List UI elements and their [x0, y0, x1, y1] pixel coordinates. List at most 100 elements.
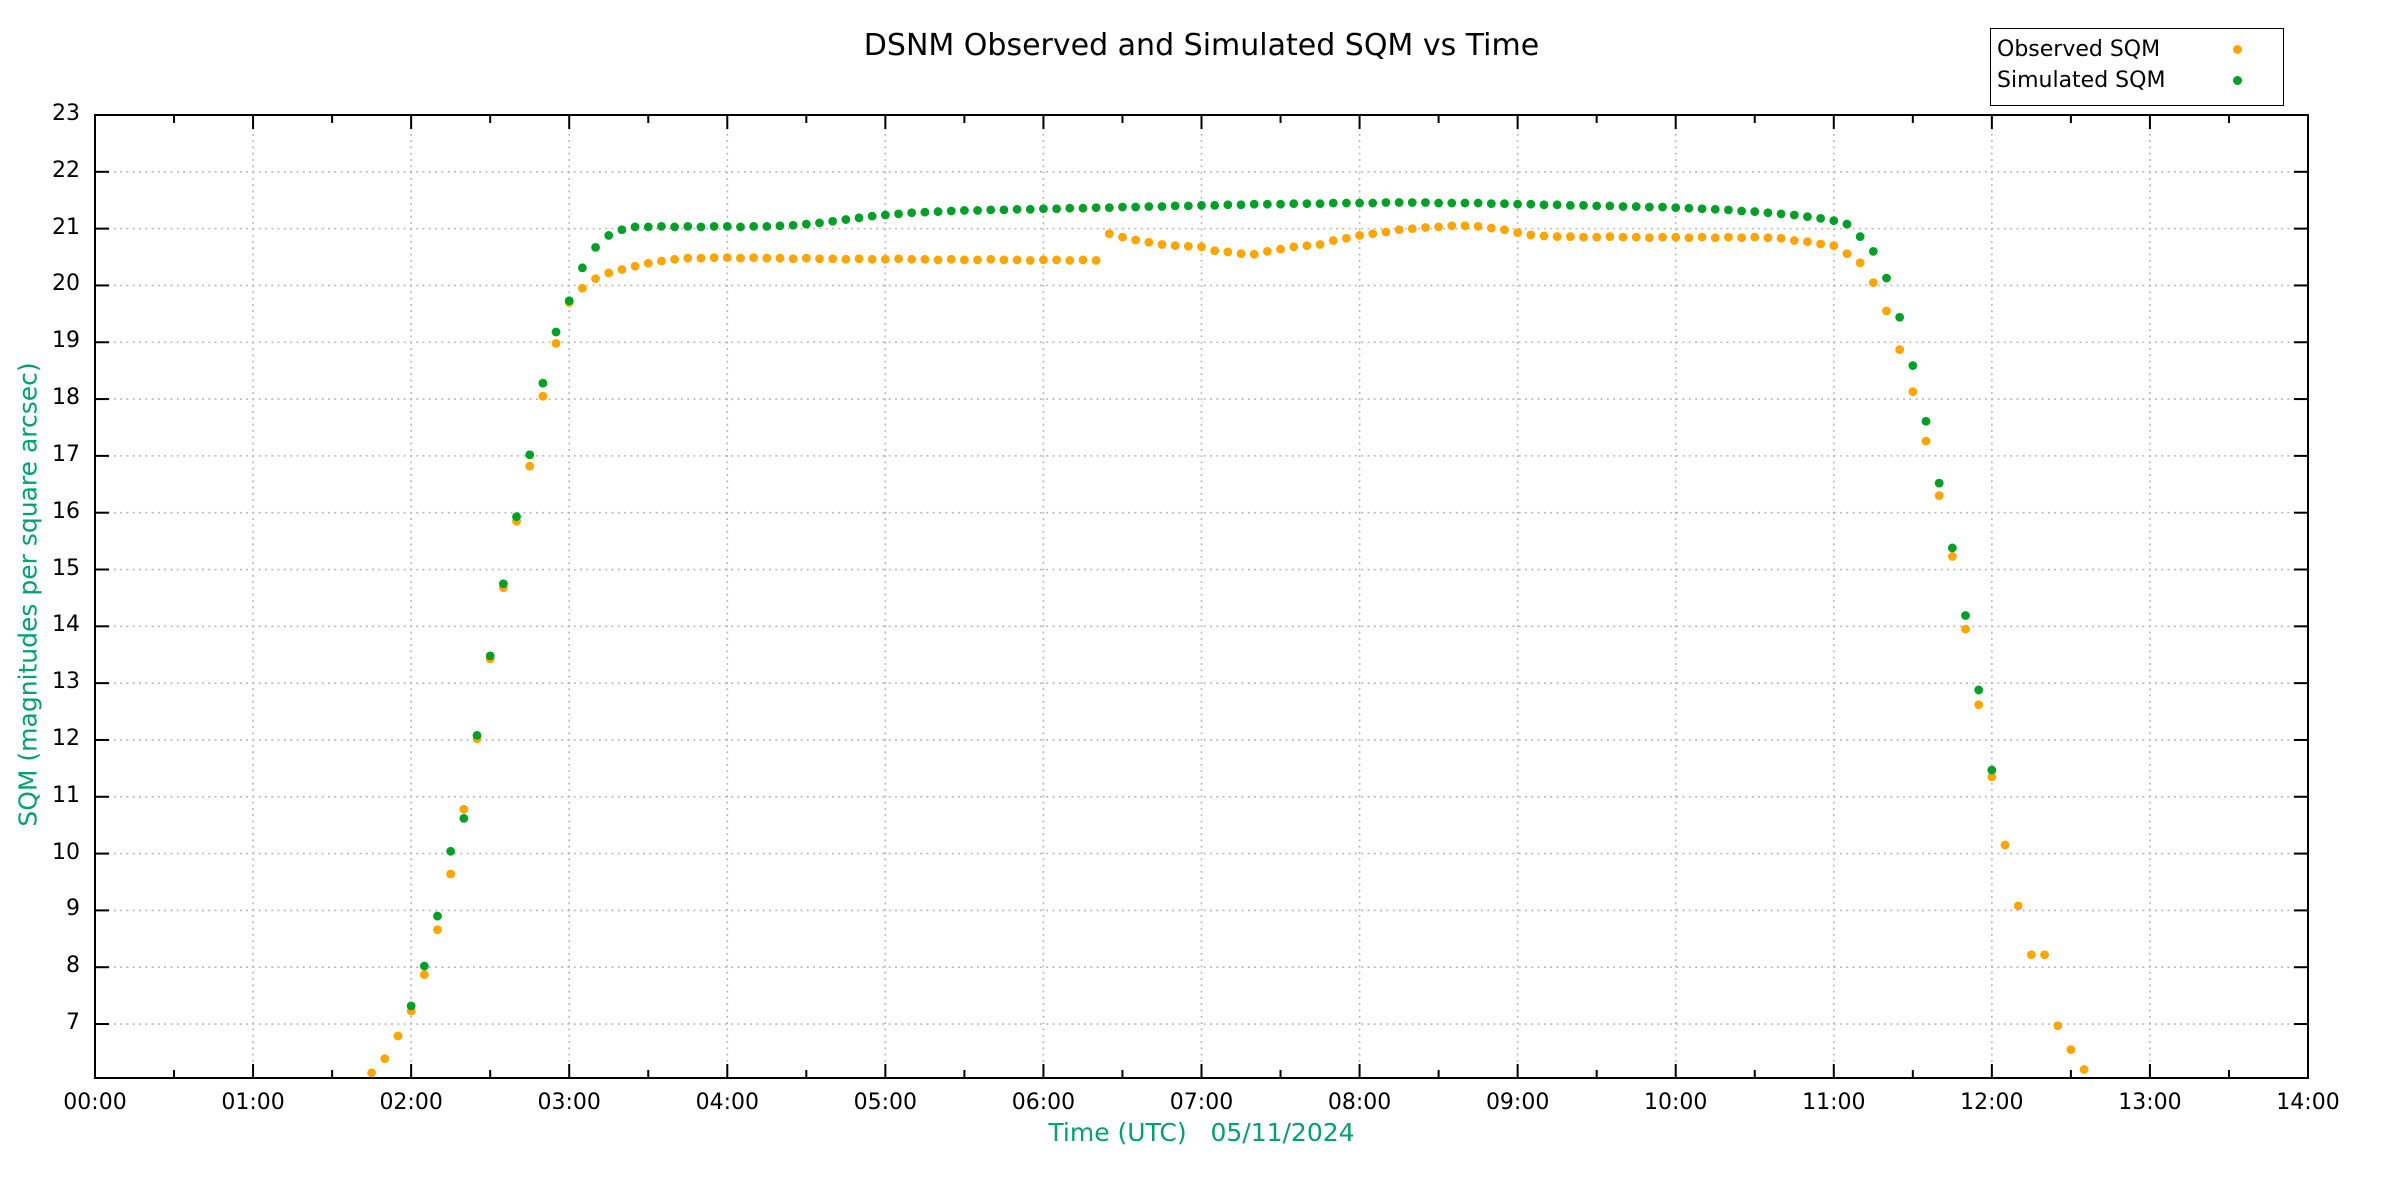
observed-point: [907, 254, 917, 264]
observed-point: [1552, 232, 1562, 241]
x-tick-label: 14:00: [2276, 1090, 2340, 1115]
simulated-point: [1355, 198, 1364, 208]
simulated-point: [1091, 203, 1101, 213]
simulated-point: [1803, 212, 1812, 222]
observed-point: [1065, 256, 1075, 265]
observed-point: [1908, 387, 1918, 397]
simulated-point: [1104, 203, 1114, 213]
simulated-point: [1197, 200, 1206, 210]
y-tick-label: 18: [52, 385, 80, 411]
simulated-point: [1895, 312, 1905, 322]
chart-title: DSNM Observed and Simulated SQM vs Time: [863, 28, 1540, 63]
observed-point: [1052, 255, 1062, 265]
simulated-point: [854, 213, 864, 223]
simulated-point: [1684, 203, 1694, 213]
simulated-point: [801, 219, 811, 229]
x-tick-label: 11:00: [1802, 1090, 1866, 1115]
simulated-point: [630, 222, 640, 232]
observed-point: [670, 254, 679, 264]
x-tick-label: 07:00: [1169, 1090, 1234, 1115]
observed-point: [1223, 247, 1233, 257]
observed-point: [1302, 241, 1312, 251]
observed-point: [841, 254, 851, 264]
observed-point: [446, 869, 456, 879]
simulated-point: [446, 846, 456, 856]
observed-point: [1750, 232, 1760, 242]
simulated-point: [538, 378, 548, 388]
simulated-point: [1183, 201, 1193, 211]
observed-point: [1724, 232, 1733, 242]
observed-point: [1407, 224, 1417, 234]
simulated-point: [1025, 204, 1035, 214]
observed-point: [959, 255, 969, 265]
observed-point: [1697, 232, 1707, 242]
x-tick-label: 00:00: [63, 1090, 127, 1115]
simulated-point: [577, 263, 587, 273]
observed-point: [986, 254, 996, 264]
observed-point: [2066, 1045, 2076, 1054]
observed-point: [1025, 256, 1035, 265]
observed-point: [1394, 225, 1404, 235]
observed-point: [1157, 240, 1167, 249]
simulated-point: [1592, 201, 1602, 211]
observed-point: [1644, 233, 1654, 243]
simulated-point: [709, 221, 719, 231]
legend-label-simulated: Simulated SQM: [1997, 68, 2166, 93]
simulated-point: [1065, 203, 1075, 213]
simulated-point: [1012, 204, 1022, 214]
simulated-point: [1236, 200, 1246, 210]
observed-point: [683, 253, 693, 263]
observed-point: [630, 261, 640, 271]
simulated-point: [419, 961, 429, 971]
observed-point: [788, 254, 798, 264]
observed-point: [1460, 221, 1470, 231]
simulated-point: [907, 208, 917, 218]
observed-point: [1289, 242, 1299, 252]
observed-point: [1315, 240, 1325, 249]
y-tick-label: 23: [52, 101, 80, 126]
observed-point: [1776, 233, 1786, 243]
observed-point: [1803, 237, 1812, 247]
simulated-point: [670, 222, 679, 232]
observed-point: [1078, 255, 1088, 265]
observed-point: [2040, 950, 2049, 960]
simulated-point: [933, 207, 943, 216]
observed-point: [1974, 700, 1984, 710]
simulated-point: [512, 512, 521, 522]
observed-point: [880, 254, 890, 264]
observed-point: [1987, 772, 1997, 782]
simulated-point: [1118, 202, 1127, 212]
simulated-point: [867, 211, 877, 221]
observed-point: [1104, 229, 1114, 239]
observed-point: [1789, 236, 1799, 245]
observed-point: [1895, 345, 1905, 355]
simulated-point: [1052, 204, 1062, 214]
observed-point: [551, 338, 561, 348]
observed-point: [801, 253, 811, 263]
observed-point: [1249, 249, 1259, 259]
simulated-point: [643, 222, 653, 232]
observed-point: [1882, 306, 1891, 316]
simulated-point: [1816, 214, 1826, 223]
observed-point: [775, 253, 785, 263]
simulated-point: [1262, 199, 1272, 209]
observed-point: [1605, 232, 1615, 241]
simulated-point: [1500, 199, 1509, 209]
observed-point: [867, 254, 877, 264]
observed-point: [1183, 241, 1193, 251]
observed-point: [380, 1054, 390, 1064]
x-tick-label: 01:00: [221, 1090, 285, 1115]
x-tick-label: 04:00: [695, 1090, 759, 1115]
simulated-point: [1513, 199, 1523, 209]
x-tick-label: 12:00: [1960, 1090, 2024, 1115]
simulated-point: [1276, 199, 1285, 209]
observed-point: [1012, 255, 1022, 265]
observed-point: [1341, 233, 1351, 243]
observed-point: [459, 804, 469, 814]
observed-point: [1447, 221, 1457, 231]
simulated-point: [1829, 216, 1839, 226]
simulated-point: [1315, 199, 1325, 209]
simulated-point: [1842, 219, 1852, 229]
